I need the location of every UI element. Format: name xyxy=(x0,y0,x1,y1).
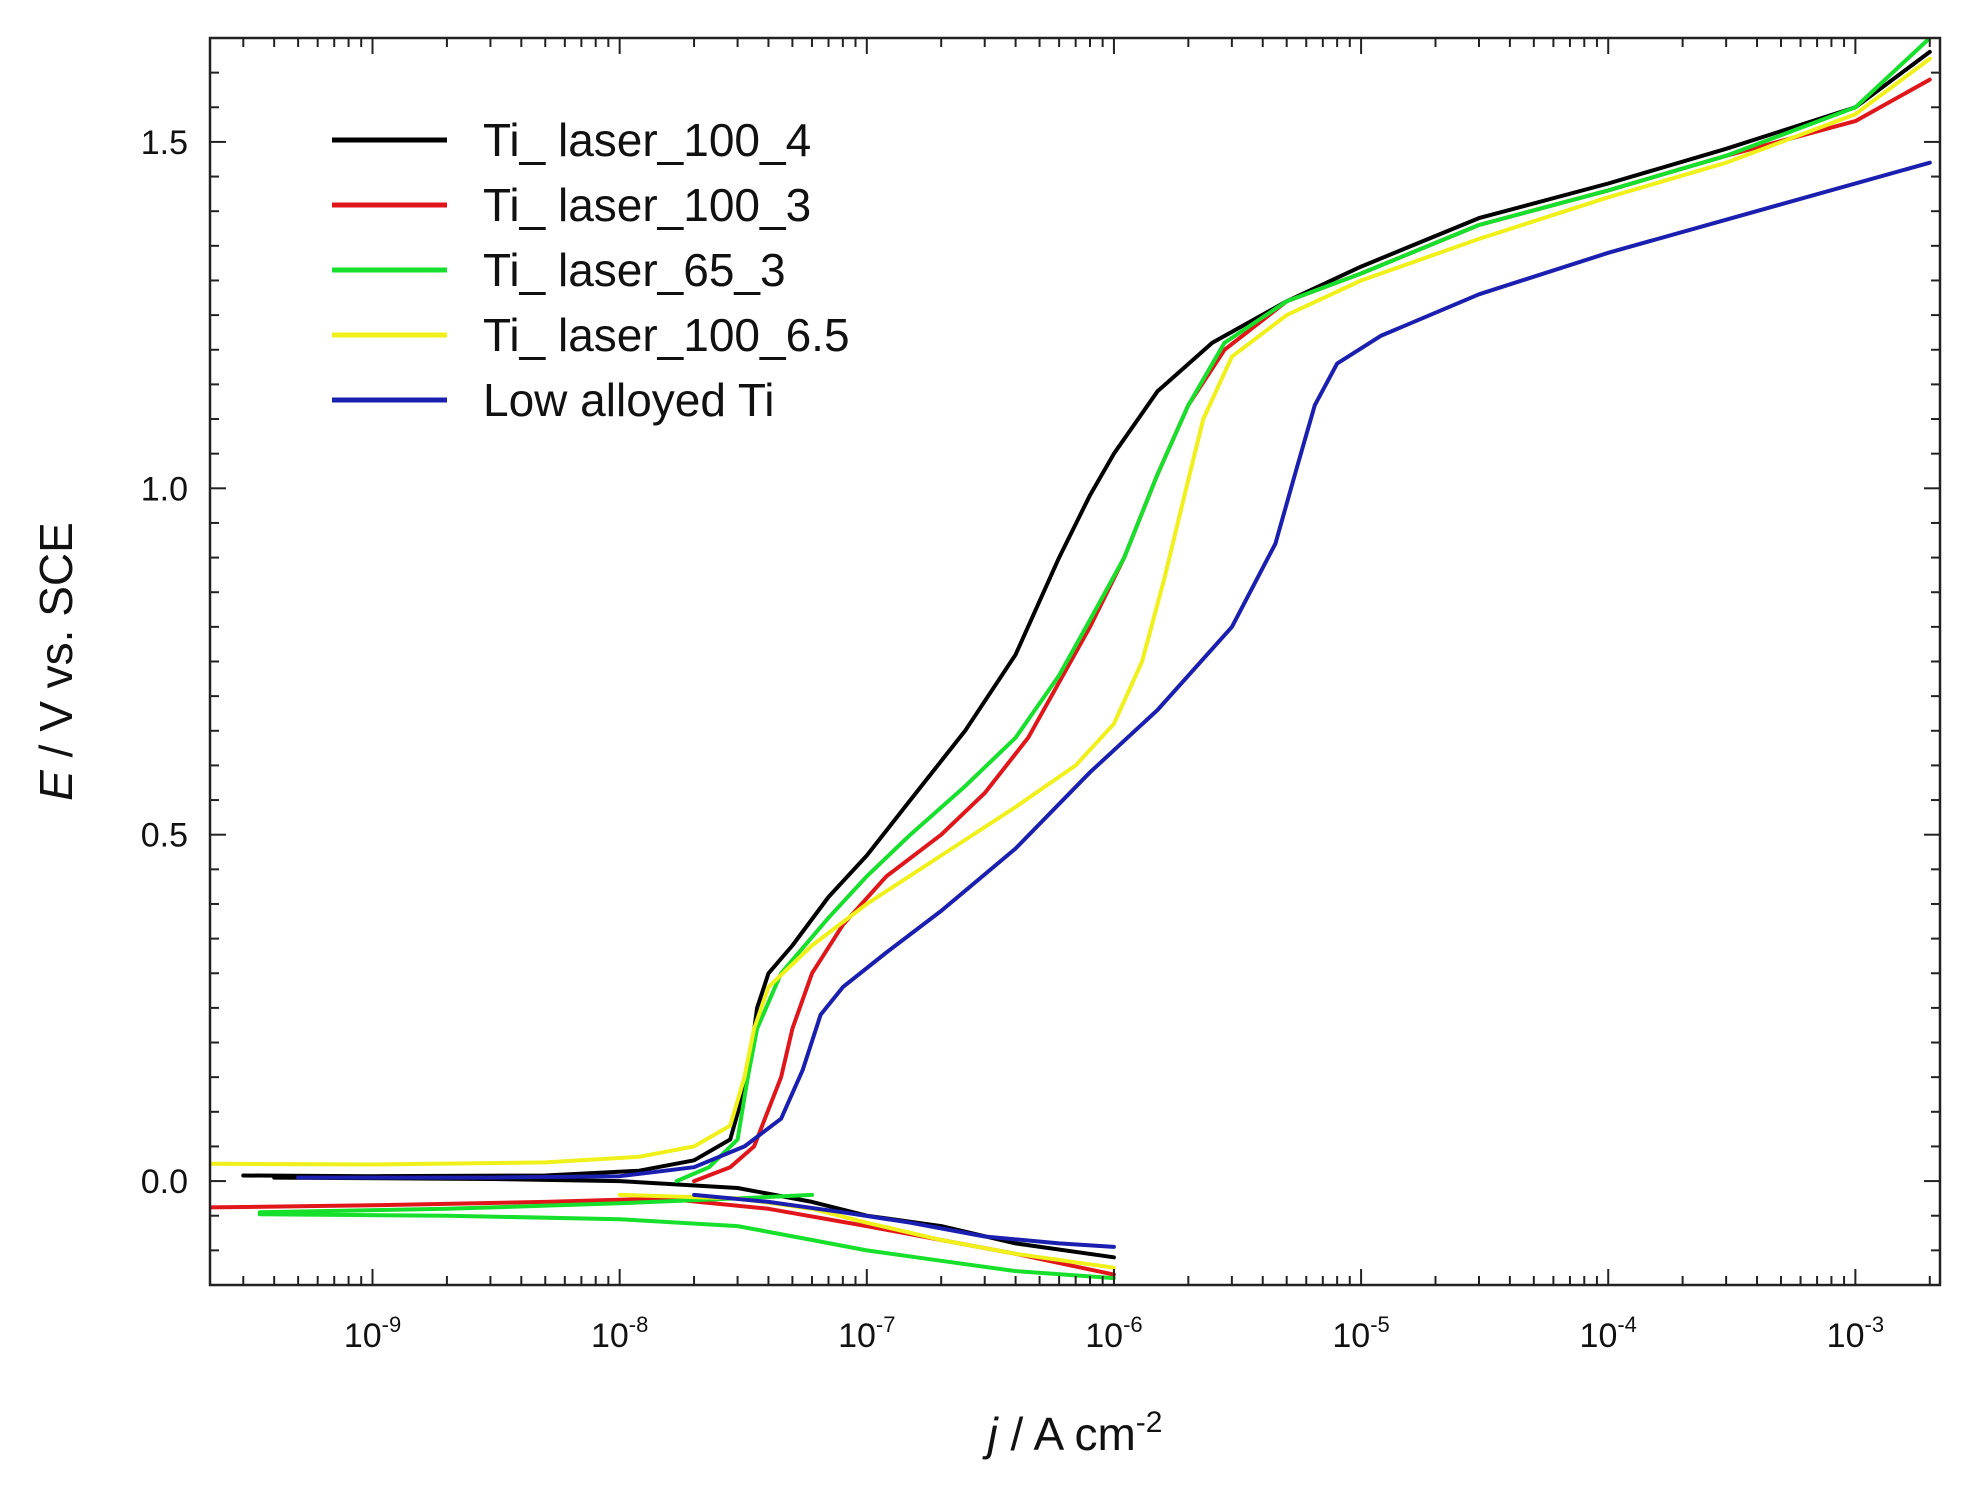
x-tick-exponent: -8 xyxy=(629,1312,649,1337)
plot-curves xyxy=(210,38,1932,1281)
x-axis-unit-exponent: -2 xyxy=(1136,1406,1163,1439)
y-tick-label: 1.5 xyxy=(141,124,188,162)
x-tick-label: 10-3 xyxy=(1827,1312,1884,1355)
y-axis-variable: E xyxy=(30,769,82,801)
x-axis-title: j / A cm-2 xyxy=(982,1406,1163,1460)
x-tick-label: 10-7 xyxy=(838,1312,895,1355)
x-tick-label: 10-6 xyxy=(1085,1312,1142,1355)
legend-label: Ti_ laser_65_3 xyxy=(483,244,786,296)
x-tick-label: 10-4 xyxy=(1580,1312,1637,1355)
x-tick-exponent: -4 xyxy=(1617,1312,1637,1337)
x-tick-base: 10 xyxy=(591,1317,629,1355)
x-tick-base: 10 xyxy=(1580,1317,1618,1355)
x-tick-label: 10-9 xyxy=(344,1312,401,1355)
series-4-anodic-line xyxy=(296,160,1932,1180)
y-tick-label: 1.0 xyxy=(141,470,188,508)
x-tick-base: 10 xyxy=(1085,1317,1123,1355)
tick-labels: 10-9 10-8 10-7 10-6 10-5 10-4 10-30.00.51.01.5 xyxy=(141,124,1884,1355)
series-2-cathodic-line xyxy=(257,1212,1116,1281)
axis-ticks xyxy=(210,37,1940,1286)
y-axis-unit: / V vs. SCE xyxy=(30,522,82,770)
y-tick-label: 0.0 xyxy=(141,1163,188,1201)
x-tick-base: 10 xyxy=(1827,1317,1865,1355)
x-axis-unit: / A cm xyxy=(998,1408,1136,1460)
y-axis-title: E / V vs. SCE xyxy=(30,522,82,801)
x-tick-base: 10 xyxy=(344,1317,382,1355)
x-tick-base: 10 xyxy=(1332,1317,1370,1355)
series-0-anodic-line xyxy=(241,49,1932,1179)
series-4-cathodic-line xyxy=(692,1192,1116,1249)
legend-label: Ti_ laser_100_3 xyxy=(483,179,811,231)
x-tick-exponent: -6 xyxy=(1123,1312,1143,1337)
x-tick-exponent: -5 xyxy=(1370,1312,1390,1337)
x-tick-exponent: -3 xyxy=(1865,1312,1885,1337)
x-tick-exponent: -9 xyxy=(382,1312,402,1337)
series-2-cathodic-upper-line xyxy=(257,1192,814,1215)
x-tick-base: 10 xyxy=(838,1317,876,1355)
series-2-anodic-line xyxy=(674,38,1932,1184)
legend-label: Ti_ laser_100_4 xyxy=(483,114,811,166)
legend-label: Ti_ laser_100_6.5 xyxy=(483,309,850,361)
x-tick-label: 10-8 xyxy=(591,1312,648,1355)
x-tick-label: 10-5 xyxy=(1332,1312,1389,1355)
y-tick-label: 0.5 xyxy=(141,817,188,855)
legend: Ti_ laser_100_4 Ti_ laser_100_3 Ti_ laser_… xyxy=(332,114,850,426)
x-tick-exponent: -7 xyxy=(876,1312,896,1337)
series-3-anodic-line xyxy=(210,56,1932,1167)
legend-label: Low alloyed Ti xyxy=(483,374,775,426)
